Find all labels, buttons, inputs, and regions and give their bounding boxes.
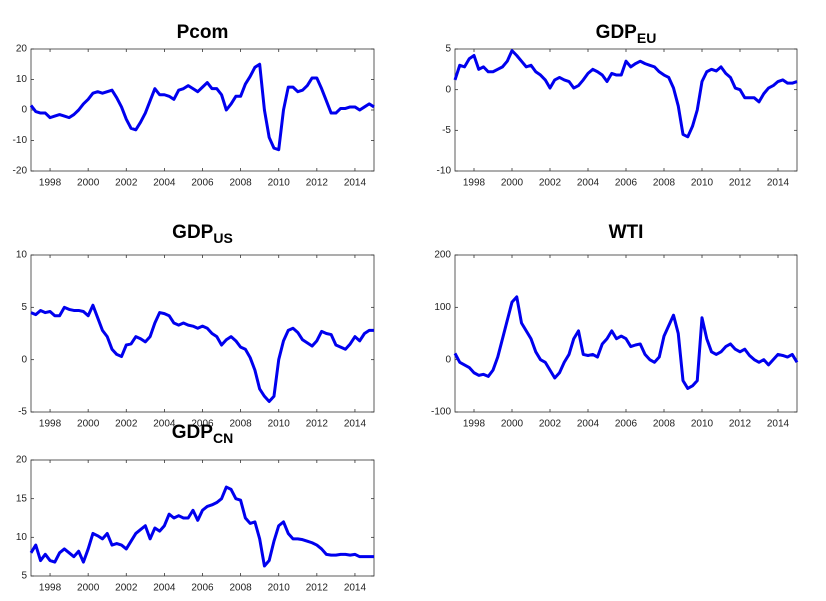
y-tick-label: 10 bbox=[16, 250, 28, 261]
x-tick-label: 1998 bbox=[39, 419, 62, 430]
x-tick-label: 2008 bbox=[653, 178, 676, 189]
subplot-title: GDPCN bbox=[172, 422, 233, 446]
y-tick-label: 5 bbox=[21, 571, 27, 582]
y-tick-label: -5 bbox=[442, 125, 451, 136]
title-text: GDP bbox=[596, 22, 638, 43]
y-tick-label: 15 bbox=[16, 493, 28, 504]
x-tick-label: 1998 bbox=[463, 178, 486, 189]
x-tick-label: 2014 bbox=[344, 178, 367, 189]
axes-box bbox=[454, 254, 798, 413]
y-tick-label: 20 bbox=[16, 455, 28, 466]
subplot: Pcom -20 -10 0 10 20 1998 2000 2002 2004 2006 2008 2… bbox=[13, 22, 375, 189]
x-tick-label: 2004 bbox=[577, 178, 600, 189]
data-line bbox=[29, 62, 375, 152]
x-tick-label: 2010 bbox=[691, 178, 714, 189]
x-tick-label: 2002 bbox=[115, 178, 138, 189]
title-text: GDP bbox=[172, 222, 214, 243]
title-subscript: EU bbox=[637, 30, 656, 46]
title-text: Pcom bbox=[177, 22, 229, 43]
subplot: GDPEU -10 -5 0 5 1998 2000 2002 2004 2006 2008 2010… bbox=[437, 22, 798, 189]
x-tick-label: 2008 bbox=[229, 583, 252, 594]
axes-box bbox=[454, 48, 798, 172]
x-tick-label: 2012 bbox=[306, 419, 329, 430]
x-tick-label: 2012 bbox=[306, 583, 329, 594]
title-text: WTI bbox=[609, 222, 644, 243]
y-tick-label: 200 bbox=[434, 250, 451, 261]
x-tick-label: 2000 bbox=[501, 419, 524, 430]
y-tick-label: -20 bbox=[13, 166, 28, 177]
y-tick-label: -5 bbox=[18, 407, 27, 418]
x-tick-label: 2000 bbox=[77, 583, 100, 594]
y-tick-label: 10 bbox=[16, 74, 28, 85]
x-tick-label: 2000 bbox=[501, 178, 524, 189]
x-tick-label: 2006 bbox=[615, 178, 638, 189]
y-tick-label: 5 bbox=[445, 44, 451, 55]
x-tick-label: 2012 bbox=[729, 419, 752, 430]
x-tick-label: 2004 bbox=[153, 178, 176, 189]
x-tick-label: 2010 bbox=[268, 178, 291, 189]
x-tick-label: 2002 bbox=[539, 178, 562, 189]
subplot: GDPUS -5 0 5 10 1998 2000 2002 2004 2006 2008 2010 2… bbox=[16, 222, 375, 430]
x-tick-label: 2002 bbox=[539, 419, 562, 430]
data-line bbox=[453, 295, 799, 390]
title-subscript: US bbox=[213, 230, 232, 246]
x-tick-label: 2014 bbox=[767, 178, 790, 189]
x-tick-label: 2000 bbox=[77, 178, 100, 189]
title-text: GDP bbox=[172, 422, 214, 443]
axes-box bbox=[30, 254, 375, 413]
x-tick-label: 2014 bbox=[344, 419, 367, 430]
title-subscript: CN bbox=[213, 430, 233, 446]
x-tick-label: 2006 bbox=[615, 419, 638, 430]
x-tick-label: 2002 bbox=[115, 583, 138, 594]
data-line bbox=[30, 303, 374, 404]
subplot-title: WTI bbox=[609, 222, 644, 243]
x-tick-label: 2004 bbox=[153, 583, 176, 594]
x-tick-label: 2000 bbox=[77, 419, 100, 430]
subplot: WTI -100 0 100 200 1998 2000 2002 2004 2006 2008 20… bbox=[431, 222, 799, 430]
x-tick-label: 2012 bbox=[729, 178, 752, 189]
y-tick-label: 100 bbox=[434, 302, 451, 313]
x-tick-label: 2010 bbox=[268, 583, 291, 594]
y-tick-label: 0 bbox=[21, 354, 27, 365]
y-tick-label: 5 bbox=[21, 302, 27, 313]
x-tick-label: 2014 bbox=[344, 583, 367, 594]
y-tick-label: -100 bbox=[431, 407, 451, 418]
x-tick-label: 1998 bbox=[39, 178, 62, 189]
axes-box bbox=[30, 459, 375, 577]
y-tick-label: -10 bbox=[437, 166, 452, 177]
x-tick-label: 2006 bbox=[191, 178, 214, 189]
axes-box bbox=[30, 48, 375, 172]
y-tick-label: 0 bbox=[445, 354, 451, 365]
x-tick-label: 2014 bbox=[767, 419, 790, 430]
y-tick-label: 10 bbox=[16, 532, 28, 543]
x-tick-label: 2010 bbox=[268, 419, 291, 430]
x-tick-label: 2004 bbox=[153, 419, 176, 430]
subplot-title: GDPEU bbox=[596, 22, 657, 46]
x-tick-label: 2006 bbox=[191, 583, 214, 594]
data-line bbox=[29, 485, 374, 568]
x-tick-label: 2008 bbox=[653, 419, 676, 430]
x-tick-label: 2008 bbox=[229, 419, 252, 430]
y-tick-label: 0 bbox=[445, 84, 451, 95]
subplot-title: Pcom bbox=[177, 22, 229, 43]
subplot-title: GDPUS bbox=[172, 222, 233, 246]
data-line bbox=[453, 49, 798, 139]
x-tick-label: 2004 bbox=[577, 419, 600, 430]
y-tick-label: 0 bbox=[21, 105, 27, 116]
subplot: GDPCN 5 10 15 20 1998 2000 2002 2004 2006 2008 2010… bbox=[16, 422, 375, 594]
x-tick-label: 2010 bbox=[691, 419, 714, 430]
x-tick-label: 2006 bbox=[191, 419, 214, 430]
x-tick-label: 1998 bbox=[39, 583, 62, 594]
y-tick-label: -10 bbox=[13, 135, 28, 146]
x-tick-label: 2002 bbox=[115, 419, 138, 430]
x-tick-label: 2008 bbox=[229, 178, 252, 189]
x-tick-label: 2012 bbox=[306, 178, 329, 189]
x-tick-label: 1998 bbox=[463, 419, 486, 430]
y-tick-label: 20 bbox=[16, 44, 28, 55]
